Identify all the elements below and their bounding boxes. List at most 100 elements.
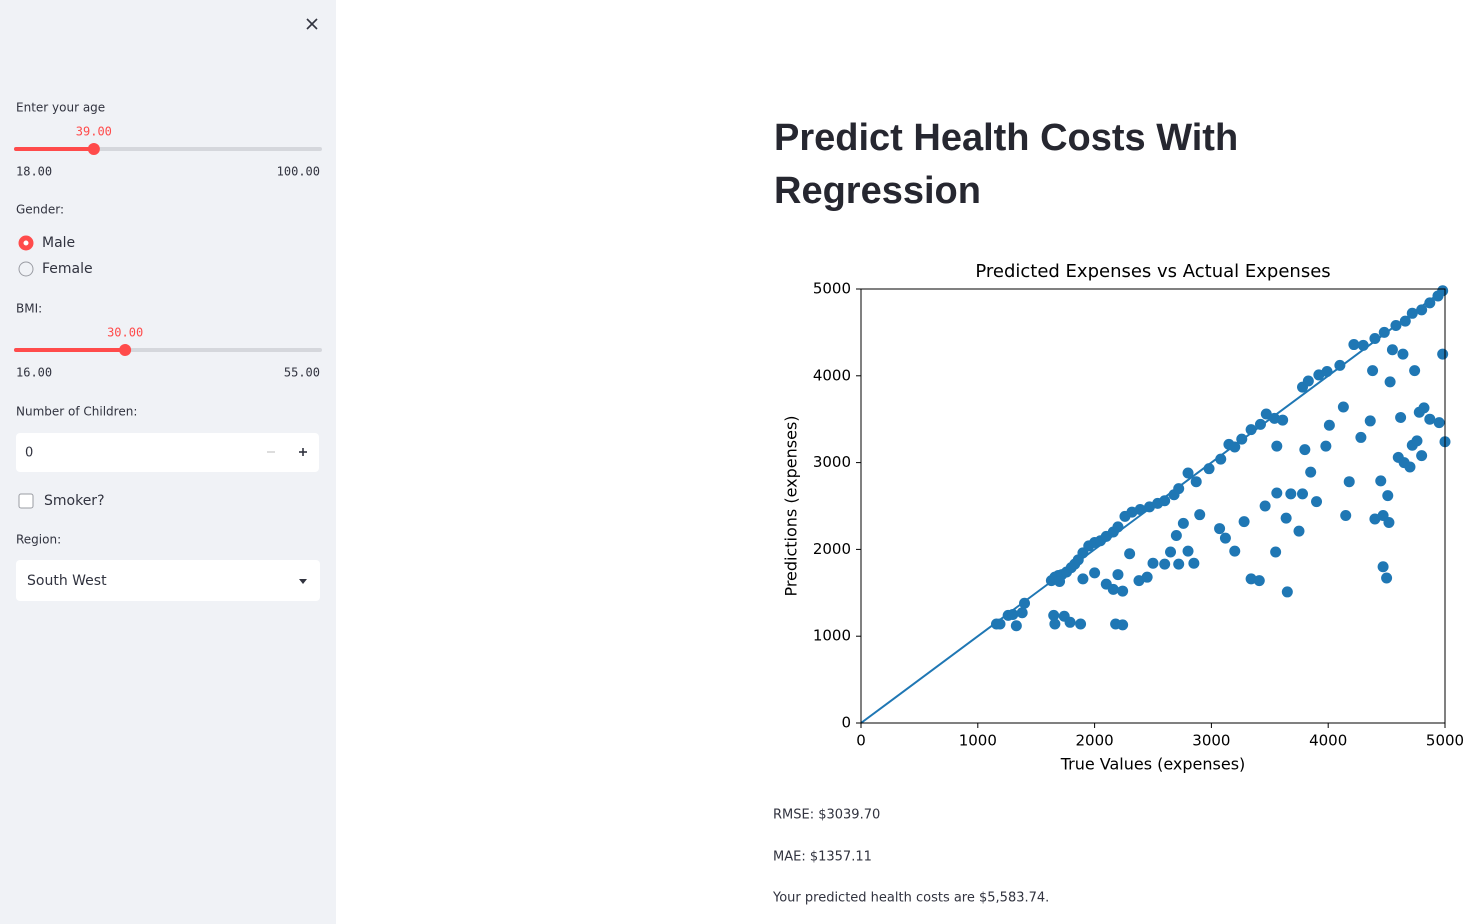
scatter-point — [1270, 546, 1282, 558]
scatter-point — [1229, 441, 1241, 453]
chart-title: Predicted Expenses vs Actual Expenses — [975, 261, 1330, 282]
scatter-point — [1305, 466, 1317, 478]
scatter-point — [1124, 548, 1136, 560]
scatter-point — [1297, 488, 1309, 500]
x-tick-label: 0 — [856, 732, 866, 750]
scatter-point — [1016, 607, 1028, 619]
metric-text: MAE: $1357.11 — [773, 850, 872, 865]
scatter-point — [1259, 500, 1271, 512]
scatter-point — [1214, 523, 1226, 535]
scatter-point — [1397, 348, 1409, 360]
scatter-point — [1321, 365, 1333, 377]
scatter-point — [1277, 414, 1289, 426]
scatter-point — [1203, 463, 1215, 475]
metric-text: Your predicted health costs are $5,583.7… — [772, 891, 1049, 906]
scatter-point — [1253, 575, 1265, 587]
scatter-point — [1399, 315, 1411, 327]
scatter-point — [1343, 476, 1355, 488]
x-axis-label: True Values (expenses) — [1060, 755, 1246, 774]
scatter-point — [1159, 558, 1171, 570]
scatter-point — [1271, 487, 1283, 499]
plot-frame — [860, 288, 1446, 724]
scatter-point — [1382, 490, 1394, 502]
scatter-point — [1433, 417, 1445, 429]
scatter-point — [1141, 571, 1153, 583]
scatter-point — [1075, 618, 1087, 630]
scatter-point — [1348, 339, 1360, 351]
scatter-point — [1229, 545, 1241, 557]
scatter-point — [1194, 509, 1206, 521]
increment-button[interactable] — [299, 448, 307, 456]
input-value: 0 — [25, 446, 33, 461]
scatter-point — [1334, 359, 1346, 371]
x-tick-label: 1000 — [959, 732, 997, 750]
scatter-point — [1271, 440, 1283, 452]
scatter-point — [1159, 495, 1171, 507]
slider-min: 18.00 — [16, 165, 52, 179]
scatter-point — [1390, 319, 1402, 331]
scatter-point — [1089, 567, 1101, 579]
scatter-point — [1010, 620, 1022, 632]
scatter-point — [1320, 440, 1332, 452]
select-value: South West — [27, 573, 107, 589]
scatter-point — [1117, 585, 1129, 597]
scatter-point — [1404, 461, 1416, 473]
scatter-point — [1173, 483, 1185, 495]
scatter-point — [1311, 496, 1323, 508]
radio-button[interactable] — [18, 235, 34, 251]
select-box[interactable] — [16, 560, 320, 601]
scatter-point — [1112, 521, 1124, 533]
scatter-point — [1280, 512, 1292, 524]
scatter-point — [1190, 476, 1202, 488]
radio-label: Male — [42, 235, 75, 251]
scatter-point — [1019, 597, 1031, 609]
radio-button[interactable] — [18, 261, 34, 277]
scatter-point — [1437, 348, 1449, 360]
scatter-point — [1340, 510, 1352, 522]
y-tick-label: 2000 — [813, 540, 851, 558]
scatter-point — [1048, 609, 1060, 621]
scatter-point — [1409, 365, 1421, 377]
scatter-point — [1173, 558, 1185, 570]
checkbox-label: Smoker? — [44, 493, 105, 509]
scatter-point — [1107, 583, 1119, 595]
checkbox[interactable] — [18, 493, 34, 509]
scatter-point — [1323, 419, 1335, 431]
slider-max: 100.00 — [277, 165, 320, 179]
scatter-point — [1416, 450, 1428, 462]
radio-label: Female — [42, 261, 93, 277]
scatter-point — [1395, 411, 1407, 423]
x-tick-label: 3000 — [1192, 732, 1230, 750]
scatter-point — [1260, 408, 1272, 420]
scatter-point — [1112, 569, 1124, 581]
close-button[interactable] — [306, 18, 318, 30]
scatter-point — [1268, 412, 1280, 424]
dropdown-arrow — [299, 579, 307, 584]
scatter-point — [1383, 516, 1395, 528]
scatter-point — [1077, 573, 1089, 585]
slider-thumb[interactable] — [119, 344, 132, 356]
slider-thumb[interactable] — [87, 143, 100, 155]
scatter-point — [1117, 619, 1129, 631]
field-label: Gender: — [16, 203, 64, 217]
scatter-point — [1182, 467, 1194, 479]
y-tick-label: 4000 — [813, 366, 851, 384]
scatter-point — [1337, 401, 1349, 413]
scatter-point — [1302, 375, 1314, 387]
number-input[interactable] — [16, 433, 319, 472]
metric-text: RMSE: $3039.70 — [773, 808, 880, 823]
scatter-point — [1170, 530, 1182, 542]
scatter-point — [1418, 402, 1430, 414]
scatter-point — [1188, 557, 1200, 569]
scatter-point — [1369, 332, 1381, 344]
scatter-point — [1182, 545, 1194, 557]
scatter-point — [1437, 285, 1449, 297]
scatter-point — [1424, 413, 1436, 425]
scatter-point — [1281, 586, 1293, 598]
scatter-point — [1236, 433, 1248, 445]
scatter-point — [1357, 339, 1369, 351]
scatter-point — [1406, 307, 1418, 319]
slider-min: 16.00 — [16, 366, 52, 380]
scatter-point — [1386, 344, 1398, 356]
